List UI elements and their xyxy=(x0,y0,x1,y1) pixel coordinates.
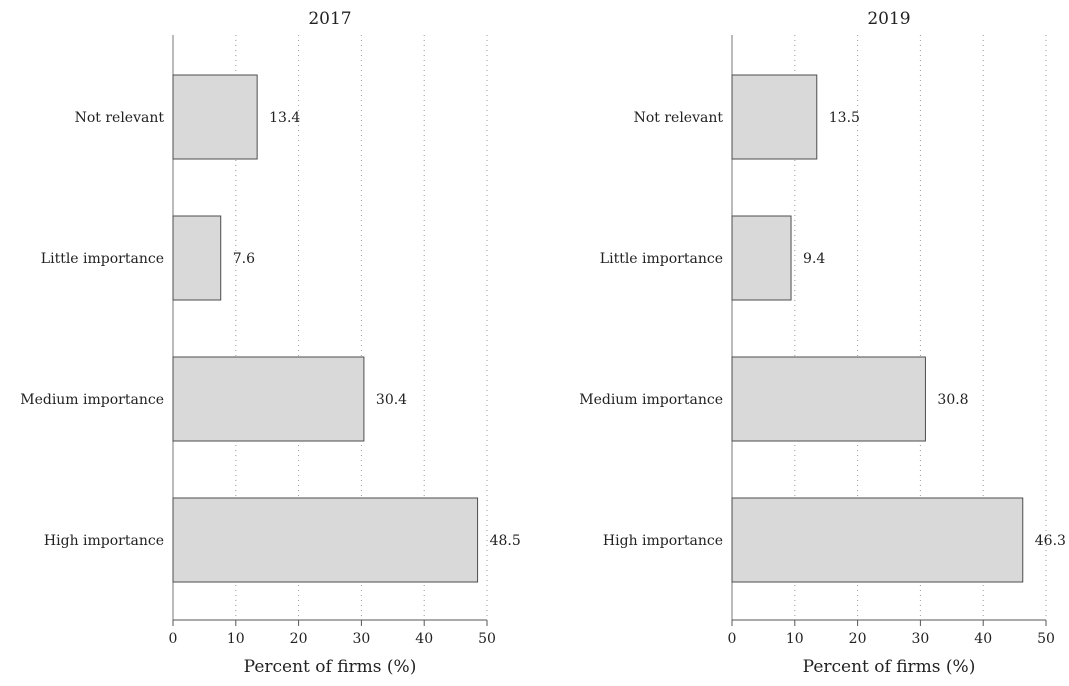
data-label: 7.6 xyxy=(233,251,255,267)
bar xyxy=(731,497,1024,583)
chart-panel-2017: 2017 Not relevant 13.4 Little importance 7.6… xyxy=(20,9,521,677)
data-label: 48.5 xyxy=(490,533,521,549)
x-tick-label: 40 xyxy=(974,631,992,647)
x-tick-label: 30 xyxy=(911,631,929,647)
chart-title: 2017 xyxy=(308,9,351,29)
x-tick-label: 20 xyxy=(849,631,867,647)
x-tick-label: 0 xyxy=(169,631,178,647)
bar xyxy=(731,356,926,442)
category-label: Little importance xyxy=(41,251,164,267)
data-label: 9.4 xyxy=(803,251,825,267)
x-tick-label: 0 xyxy=(728,631,737,647)
category-label: Medium importance xyxy=(579,392,723,408)
category-label: Medium importance xyxy=(20,392,164,408)
data-label: 13.5 xyxy=(829,110,860,126)
bar xyxy=(172,497,479,583)
data-label: 13.4 xyxy=(269,110,300,126)
bar xyxy=(172,215,222,301)
category-label: High importance xyxy=(603,533,723,549)
data-label: 30.4 xyxy=(376,392,407,408)
x-tick-label: 50 xyxy=(1037,631,1055,647)
x-tick-label: 40 xyxy=(415,631,433,647)
category-label: Little importance xyxy=(600,251,723,267)
bar xyxy=(172,74,258,160)
bar xyxy=(172,356,365,442)
x-tick-label: 50 xyxy=(478,631,496,647)
chart-panel-2019: 2019 Not relevant 13.5 Little importance 9.4… xyxy=(579,9,1066,677)
x-axis-title: Percent of firms (%) xyxy=(244,657,417,677)
chart-title: 2019 xyxy=(867,9,910,29)
x-axis-title: Percent of firms (%) xyxy=(803,657,976,677)
data-label: 30.8 xyxy=(937,392,968,408)
category-label: Not relevant xyxy=(75,110,165,126)
bar xyxy=(731,74,818,160)
category-label: Not relevant xyxy=(634,110,724,126)
x-tick-label: 10 xyxy=(786,631,804,647)
x-tick-label: 10 xyxy=(227,631,245,647)
x-tick-label: 20 xyxy=(290,631,308,647)
category-label: High importance xyxy=(44,533,164,549)
data-label: 46.3 xyxy=(1035,533,1066,549)
x-tick-label: 30 xyxy=(352,631,370,647)
bar xyxy=(731,215,792,301)
